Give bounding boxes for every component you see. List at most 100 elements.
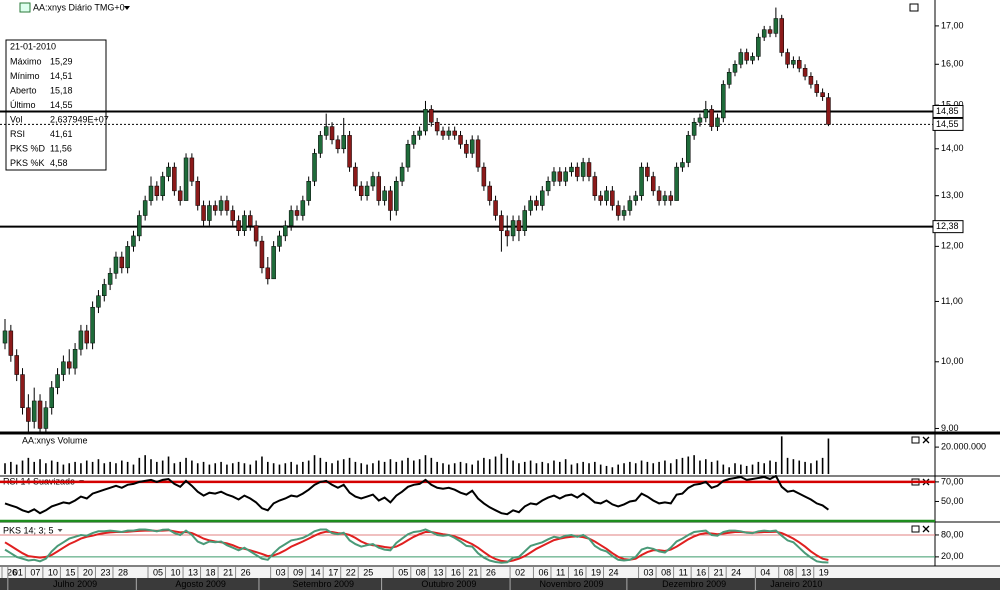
info-label: PKS %K bbox=[10, 158, 45, 168]
volume-bar bbox=[734, 463, 736, 474]
volume-bar bbox=[74, 461, 76, 474]
candle-body bbox=[621, 210, 627, 216]
candle-body bbox=[557, 171, 563, 182]
info-label: PKS %D bbox=[10, 143, 46, 153]
month-label: Setembro 2009 bbox=[293, 579, 355, 589]
dropdown-arrow[interactable] bbox=[57, 529, 63, 532]
x-tick-label: 07 bbox=[30, 567, 40, 577]
info-value: 41,61 bbox=[50, 129, 73, 139]
candle-body bbox=[732, 64, 738, 73]
x-tick-label: 22 bbox=[346, 567, 356, 577]
candle-body bbox=[14, 355, 19, 375]
candle-body bbox=[177, 190, 183, 201]
volume-bar bbox=[191, 460, 193, 474]
candle-body bbox=[516, 220, 522, 231]
x-tick-label: 21 bbox=[714, 567, 724, 577]
volume-bar bbox=[319, 457, 322, 474]
maximize-button[interactable] bbox=[909, 3, 919, 12]
x-tick-label: 21 bbox=[468, 567, 478, 577]
close-button[interactable] bbox=[922, 436, 930, 444]
info-value: 14,55 bbox=[50, 100, 73, 110]
info-box-frame bbox=[5, 39, 107, 171]
volume-bar bbox=[547, 463, 549, 474]
candle-body bbox=[592, 176, 598, 196]
x-tick-label: 25 bbox=[363, 567, 373, 577]
volume-bar bbox=[693, 455, 695, 474]
candle-body bbox=[394, 181, 399, 211]
volume-bar bbox=[85, 460, 88, 474]
maximize-button[interactable] bbox=[911, 525, 920, 533]
volume-bar bbox=[652, 463, 655, 474]
candle-body bbox=[615, 205, 621, 216]
candle-body bbox=[382, 190, 387, 201]
volume-bar bbox=[424, 455, 427, 474]
volume-bar bbox=[407, 457, 409, 474]
candle-body bbox=[119, 256, 125, 269]
x-tick-label: 10 bbox=[48, 567, 58, 577]
volume-bar bbox=[202, 461, 205, 474]
candle-body bbox=[820, 92, 825, 97]
candle-body bbox=[458, 135, 463, 145]
month-label: Julho 2009 bbox=[53, 579, 97, 589]
x-tick-label: 14 bbox=[311, 567, 321, 577]
dropdown-arrow[interactable] bbox=[124, 6, 130, 10]
volume-bar bbox=[126, 461, 129, 474]
month-label: Novembro 2009 bbox=[539, 579, 603, 589]
y-tick-label: 12,00 bbox=[941, 241, 964, 251]
volume-bar bbox=[325, 461, 327, 474]
volume-bar bbox=[249, 464, 252, 474]
x-tick-label: 11 bbox=[679, 567, 688, 577]
volume-bar bbox=[208, 464, 211, 474]
candle-body bbox=[668, 195, 674, 201]
level-label-box bbox=[932, 104, 964, 118]
candle-body bbox=[791, 60, 796, 65]
volume-bar bbox=[664, 460, 666, 474]
volume-bar bbox=[477, 460, 479, 474]
volume-bar bbox=[541, 461, 544, 474]
volume-bar bbox=[623, 463, 625, 474]
volume-bar bbox=[278, 464, 281, 474]
maximize-button[interactable] bbox=[911, 436, 920, 444]
volume-bar bbox=[115, 463, 117, 474]
candle-body bbox=[429, 109, 434, 123]
x-tick-label: 24 bbox=[609, 567, 619, 577]
month-label: Janeiro 2010 bbox=[770, 579, 822, 589]
candle-body bbox=[738, 52, 744, 65]
volume-bar bbox=[307, 460, 310, 474]
info-label: Vol bbox=[10, 114, 23, 124]
volume-bar bbox=[255, 460, 257, 474]
volume-bar bbox=[284, 463, 287, 474]
x-tick-label: 16 bbox=[696, 567, 706, 577]
volume-bar bbox=[150, 459, 152, 474]
candle-body bbox=[142, 200, 148, 216]
candle-body bbox=[312, 153, 317, 182]
info-label: Mínimo bbox=[10, 71, 40, 81]
volume-bar bbox=[722, 464, 725, 474]
volume-bar bbox=[535, 463, 538, 474]
candle-body bbox=[72, 348, 78, 369]
candle-body bbox=[160, 176, 165, 196]
close-button[interactable] bbox=[922, 525, 930, 533]
candle-body bbox=[107, 273, 113, 285]
y-tick-label: 13,00 bbox=[941, 190, 964, 200]
x-tick-label: 26 bbox=[241, 567, 251, 577]
volume-bar bbox=[33, 461, 35, 474]
candle-body bbox=[2, 330, 8, 344]
indicator-line bbox=[4, 529, 829, 563]
candle-body bbox=[645, 166, 650, 177]
volume-bar bbox=[459, 461, 462, 474]
y-tick-label: 16,00 bbox=[941, 59, 964, 69]
candle-body bbox=[248, 215, 253, 226]
volume-bar bbox=[559, 461, 561, 474]
candle-body bbox=[49, 387, 54, 408]
candle-body bbox=[808, 76, 814, 85]
candle-body bbox=[726, 71, 732, 85]
candle-body bbox=[300, 200, 306, 216]
x-tick-label: 16 bbox=[573, 567, 583, 577]
candle-body bbox=[709, 109, 714, 127]
volume-bar bbox=[588, 463, 590, 474]
candle-body bbox=[411, 135, 417, 145]
volume-bar bbox=[296, 464, 298, 474]
volume-bar bbox=[716, 460, 719, 474]
volume-bar bbox=[810, 463, 812, 474]
